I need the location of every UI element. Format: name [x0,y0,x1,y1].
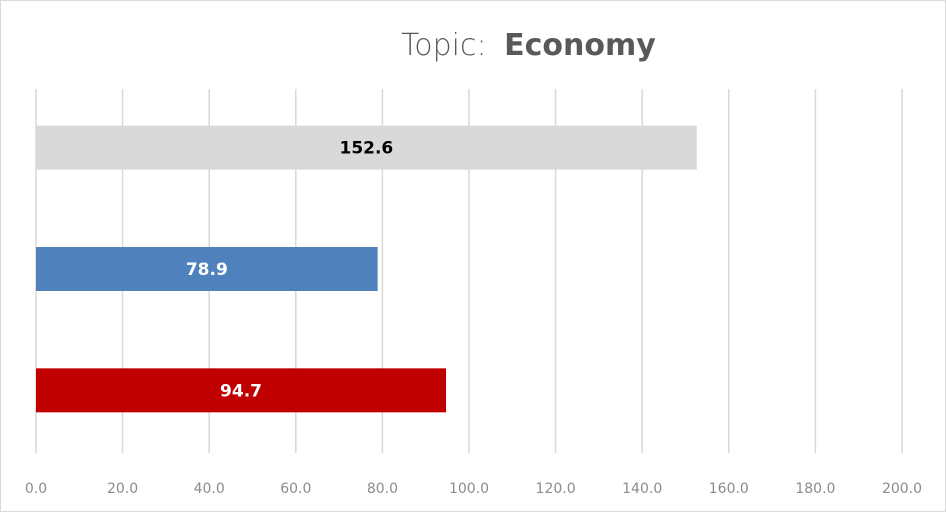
bar-value-label: 78.9 [186,260,228,280]
x-tick-label: 20.0 [107,481,138,497]
bar [36,368,447,413]
x-tick-label: 60.0 [280,481,311,497]
x-tick-label: 0.0 [25,481,47,497]
x-tick-label: 180.0 [795,481,835,497]
chart-title-prefix: Topic: [401,28,487,63]
bars: 152.6 78.9 94.7 [36,125,697,413]
bar-value-label: 152.6 [339,139,393,159]
chart-title: Topic: Economy [401,28,656,63]
chart-title-topic: Economy [504,28,656,63]
x-tick-label: 160.0 [709,481,749,497]
bar [36,247,378,291]
bar-value-label: 94.7 [220,381,262,401]
x-tick-label: 120.0 [536,481,576,497]
x-tick-label: 140.0 [622,481,662,497]
x-tick-label: 80.0 [367,481,398,497]
bar [36,125,697,170]
x-tick-label: 200.0 [882,481,922,497]
x-tick-label: 40.0 [194,481,225,497]
x-axis-tick-labels: 0.0 20.0 40.0 60.0 80.0 100.0 120.0 140.0 160.0 1… [25,481,922,497]
x-tick-label: 100.0 [449,481,489,497]
